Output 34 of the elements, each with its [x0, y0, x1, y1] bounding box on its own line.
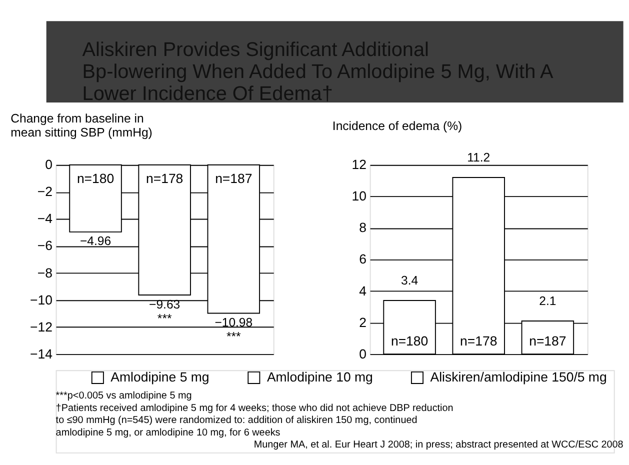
- legend-label: Amlodipine 5 mg: [110, 370, 210, 384]
- x-tick-label: n=178: [146, 170, 184, 186]
- y-tick-label: −4: [37, 211, 52, 226]
- data-label: 3.4: [401, 273, 418, 288]
- y-tick-label: −8: [37, 265, 52, 280]
- y-tick-label: −14: [30, 346, 52, 362]
- data-label: −4.96: [80, 234, 112, 248]
- y-tick-label: 12: [352, 157, 367, 172]
- y-tick-label: 6: [359, 252, 367, 267]
- data-label: 2.1: [539, 294, 556, 308]
- text: ***p<0.005 vs amlodipine 5 mg: [56, 390, 192, 402]
- y-tick-label: 0: [45, 157, 52, 172]
- legend-label: Aliskiren/amlodipine 150/5 mg: [430, 370, 607, 384]
- x-tick-label: n=180: [390, 334, 428, 349]
- y-axis-title: Change from baseline in mean sitting SBP (mmHg): [10, 111, 152, 140]
- y-tick-label: −12: [30, 319, 52, 334]
- text: Munger MA, et al. Eur Heart J 2008; in press; abstract presented at WCC/ESC 2008: [254, 440, 624, 451]
- y-tick-label: 2: [359, 314, 367, 330]
- data-label: −10.98 ***: [214, 316, 253, 344]
- x-tick-label: n=187: [529, 334, 566, 349]
- y-tick-label: 0: [359, 346, 367, 362]
- y-tick-label: 4: [359, 283, 367, 298]
- x-tick-label: n=178: [460, 334, 498, 349]
- y-tick-label: −2: [37, 184, 52, 200]
- x-tick-label: n=187: [215, 170, 252, 186]
- y-axis-title: Incidence of edema (%): [332, 119, 462, 134]
- data-label: 11.2: [467, 150, 490, 164]
- x-tick-label: n=180: [76, 170, 114, 186]
- y-tick-label: 10: [352, 188, 367, 204]
- legend-label: Amlodipine 10 mg: [266, 370, 373, 384]
- y-tick-label: −10: [30, 292, 52, 308]
- y-tick-label: 8: [359, 220, 367, 236]
- text: †Patients received amlodipine 5 mg for 4 weeks; those who did not achieve DBP reduction to ≤90 mmHg (n=545) were randomized to: addition of aliskiren 150 mg, continued amlodipine 5 mg, or amlodipine 10 mg, for 6 weeks: [56, 402, 454, 438]
- y-tick-label: −6: [37, 238, 52, 254]
